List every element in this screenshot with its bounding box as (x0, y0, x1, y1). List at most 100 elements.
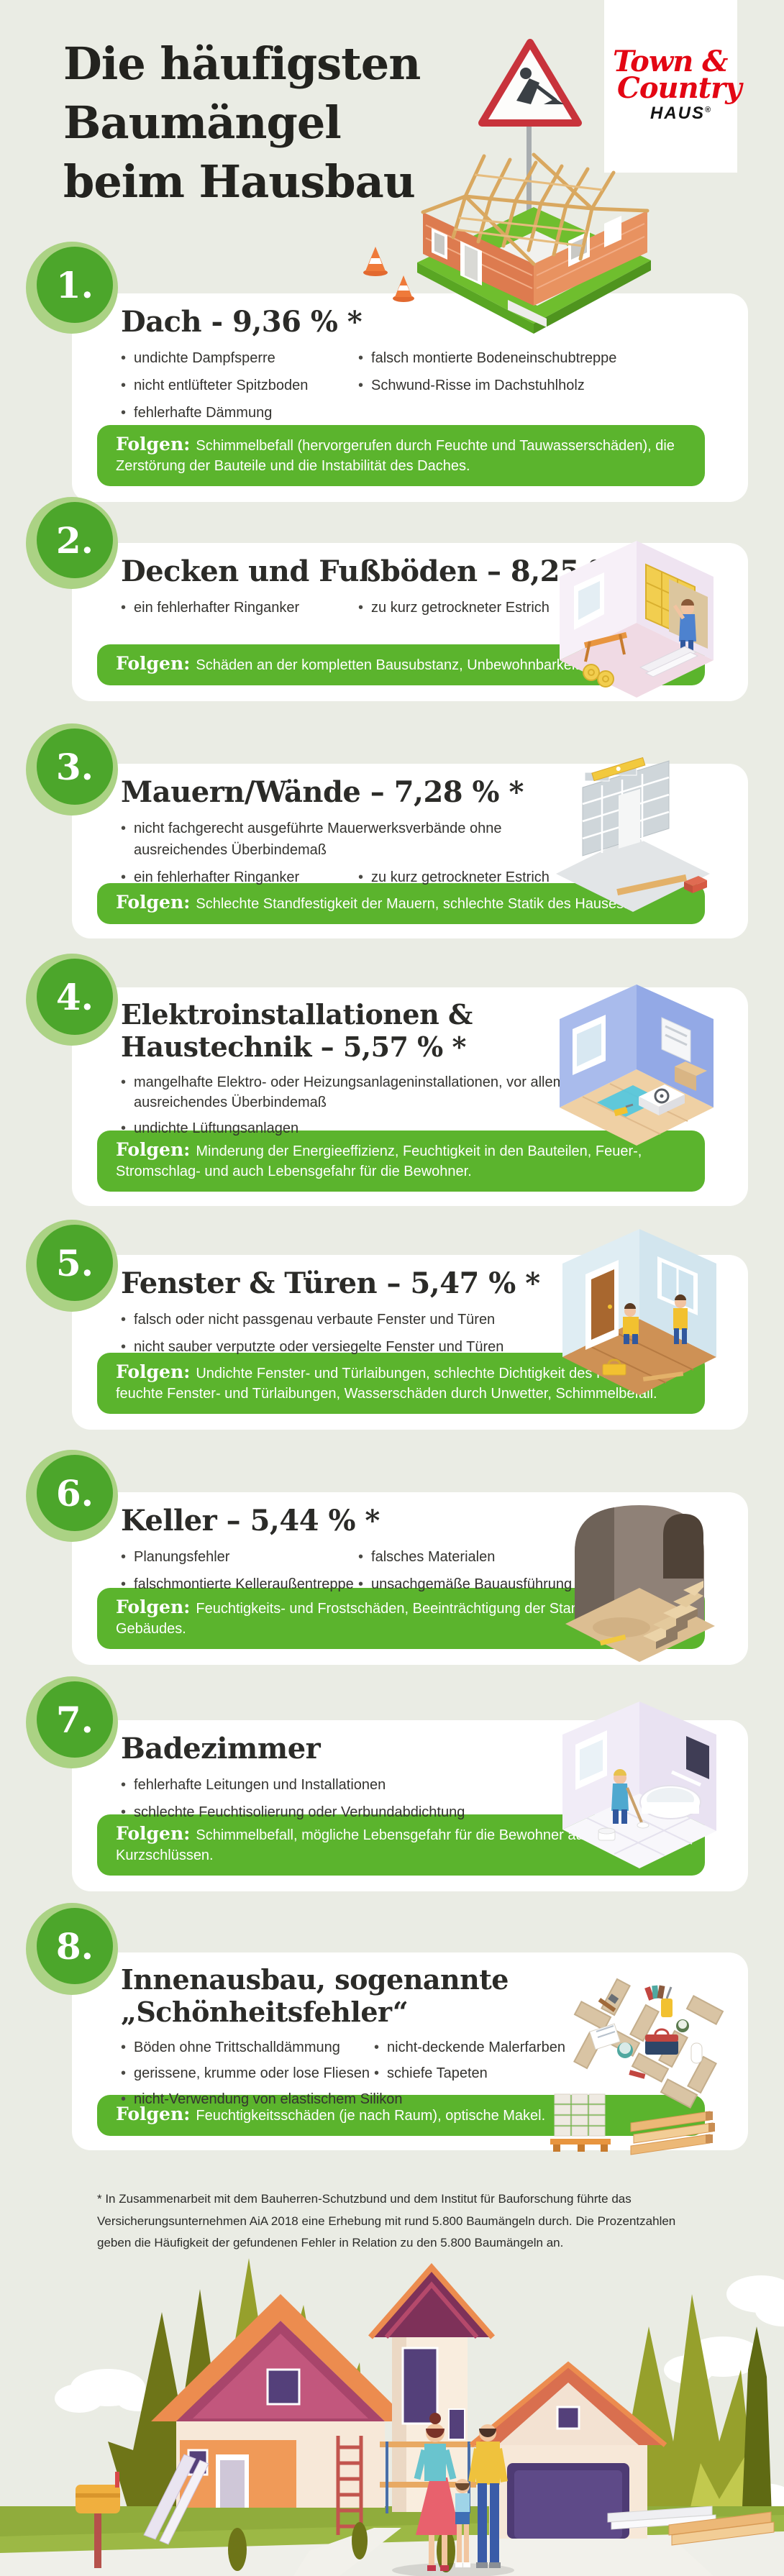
list-item: nicht fachgerecht ausgeführte Mauerwerks… (121, 818, 726, 861)
list-item: ein fehlerhafter Ringanker (121, 597, 358, 618)
list-item: gerissene, krumme oder lose Fliesen (121, 2063, 374, 2083)
ladder (336, 2436, 363, 2535)
section-title: Dach - 9,36 % * (121, 305, 363, 339)
section-number-badge: 2. (26, 497, 118, 589)
defect-list: Böden ohne Trittschalldämmung gerissene,… (121, 2037, 726, 2109)
section-mauern-waende: Mauern/Wände – 7,28 % * nicht fachgerech… (72, 757, 748, 938)
section-title: Badezimmer (121, 1732, 321, 1766)
driveway (430, 2535, 714, 2576)
section-decken-fussboeden: Decken und Fußböden – 8,25 % * ein fehle… (72, 541, 748, 701)
list-item: fehlerhafte Dämmung (121, 402, 358, 424)
leaning-boards (143, 2454, 209, 2545)
list-item: undichte Dampfsperre (121, 347, 358, 369)
trees-left (108, 2258, 375, 2576)
list-item: falschmontierte Kelleraußentreppe (121, 1574, 358, 1595)
folgen-text: Undichte Fenster- und Türlaibungen, schl… (116, 1366, 657, 1402)
logo-town-text: Town & (613, 45, 728, 79)
folgen-text: Schäden an der kompletten Bausubstanz, U… (196, 657, 663, 673)
lawn (0, 2506, 784, 2576)
mailbox (76, 2472, 120, 2568)
section-elektroinstallationen: Elektroinstallationen & Haustechnik – 5,… (72, 985, 748, 1206)
logo-haus-text: HAUS® (650, 103, 711, 123)
section-number: 4. (55, 975, 94, 1018)
list-item: zu kurz getrockneter Estrich (358, 867, 726, 888)
section-keller: Keller – 5,44 % * Planungsfehler falschm… (72, 1492, 748, 1665)
folgen-text: Schimmelbefall, mögliche Lebensgefahr fü… (116, 1827, 652, 1863)
list-item: fehlerhafte Leitungen und Installationen (121, 1774, 726, 1796)
folgen-text: Schimmelbefall (hervorgerufen durch Feuc… (116, 438, 675, 474)
defect-list: Planungsfehler falschmontierte Kellerauß… (121, 1546, 726, 1595)
section-fenster-tueren: Fenster & Türen – 5,47 % * falsch oder n… (72, 1229, 748, 1430)
garage (469, 2361, 667, 2539)
sidewalk (0, 2531, 784, 2576)
list-item: nicht sauber verputzte oder versiegelte … (121, 1336, 726, 1358)
section-number-badge: 7. (26, 1676, 118, 1768)
list-item: Böden ohne Trittschalldämmung (121, 2037, 374, 2057)
section-number: 1. (55, 263, 94, 306)
list-item: falsches Materialen (358, 1546, 726, 1568)
section-number: 6. (55, 1471, 94, 1515)
folgen-label: Folgen: (116, 1139, 191, 1160)
list-item: nicht-Verwendung von elastischem Silikon (121, 2089, 726, 2109)
folgen-text: Feuchtigkeitsschäden (je nach Raum), opt… (196, 2108, 546, 2124)
section-number-badge: 5. (26, 1220, 118, 1312)
folgen-label: Folgen: (116, 653, 191, 674)
section-title: Keller – 5,44 % * (121, 1504, 380, 1538)
section-number: 5. (55, 1241, 94, 1284)
section-number-badge: 6. (26, 1450, 118, 1542)
family-house-scene-illustration (0, 2258, 784, 2576)
folgen-label: Folgen: (116, 1823, 191, 1844)
list-item: schlechte Feuchtisolierung oder Verbunda… (121, 1801, 726, 1823)
white-boards (607, 2506, 716, 2530)
trees-right (611, 2294, 774, 2576)
family-child (455, 2479, 470, 2567)
scaffolding (380, 2442, 476, 2513)
list-item: nicht-deckende Malerfarben (374, 2037, 726, 2057)
folgen-box: Folgen: Schlechte Standfestigkeit der Mau… (97, 883, 705, 924)
tower (368, 2262, 496, 2513)
list-item: mangelhafte Elektro- oder Heizungsanlage… (121, 1072, 726, 1113)
section-number: 2. (55, 519, 94, 562)
list-item: ein fehlerhafter Ringanker (121, 867, 358, 888)
bushes (228, 2522, 455, 2572)
list-item: Planungsfehler (121, 1546, 358, 1568)
folgen-text: Feuchtigkeits- und Frostschäden, Beeintr… (116, 1601, 671, 1637)
section-dach: Dach - 9,36 % * undichte Dampfsperre nic… (72, 293, 748, 502)
section-number-badge: 1. (26, 242, 118, 334)
section-innenausbau: Innenausbau, sogenannte „Schönheitsfehle… (72, 1952, 748, 2155)
list-item: nicht entlüfteter Spitzboden (121, 375, 358, 396)
section-title: Fenster & Türen – 5,47 % * (121, 1266, 540, 1300)
traffic-cone-icon (363, 247, 388, 276)
defect-list: mangelhafte Elektro- oder Heizungsanlage… (121, 1072, 726, 1138)
town-country-haus-logo: Town & Country HAUS® (604, 0, 742, 173)
folgen-box: Folgen: Schimmelbefall (hervorgerufen dur… (97, 425, 705, 486)
section-number: 8. (55, 1924, 94, 1968)
folgen-label: Folgen: (116, 434, 191, 455)
list-item: falsch montierte Bodeneinschubtreppe (358, 347, 726, 369)
folgen-text: Schlechte Standfestigkeit der Mauern, sc… (196, 896, 628, 912)
list-item: schiefe Tapeten (374, 2063, 726, 2083)
lumber-pile (668, 2511, 775, 2546)
folgen-box: Folgen: Schäden an der kompletten Bausubs… (97, 644, 705, 685)
folgen-label: Folgen: (116, 1597, 191, 1617)
list-item: Schwund-Risse im Dachstuhlholz (358, 375, 726, 396)
defect-list: ein fehlerhafter Ringanker zu kurz getro… (121, 597, 726, 618)
roof-purlins (454, 173, 603, 247)
main-house (151, 2294, 410, 2535)
section-title: Mauern/Wände – 7,28 % * (121, 775, 524, 809)
section-number-badge: 4. (26, 954, 118, 1046)
defect-list: fehlerhafte Leitungen und Installationen… (121, 1774, 726, 1823)
section-badezimmer: Badezimmer fehlerhafte Leitungen und Ins… (72, 1702, 748, 1891)
page-title: Die häufigsten Baumängel beim Hausbau (63, 37, 421, 208)
section-number-badge: 3. (26, 723, 118, 816)
road-works-sign-icon (478, 39, 582, 127)
folgen-box: Folgen: Minderung der Energieeffizienz, F… (97, 1131, 705, 1192)
defect-list: undichte Dampfsperre nicht entlüfteter S… (121, 347, 726, 424)
folgen-box: Folgen: Undichte Fenster- und Türlaibunge… (97, 1353, 705, 1414)
logo-country-text: Country (617, 71, 742, 105)
folgen-text: Minderung der Energieeffizienz, Feuchtig… (116, 1143, 642, 1179)
folgen-box: Folgen: Feuchtigkeits- und Frostschäden, … (97, 1588, 705, 1649)
list-item: unsachgemäße Bauausführung (358, 1574, 726, 1595)
list-item: zu kurz getrockneter Estrich (358, 597, 726, 618)
